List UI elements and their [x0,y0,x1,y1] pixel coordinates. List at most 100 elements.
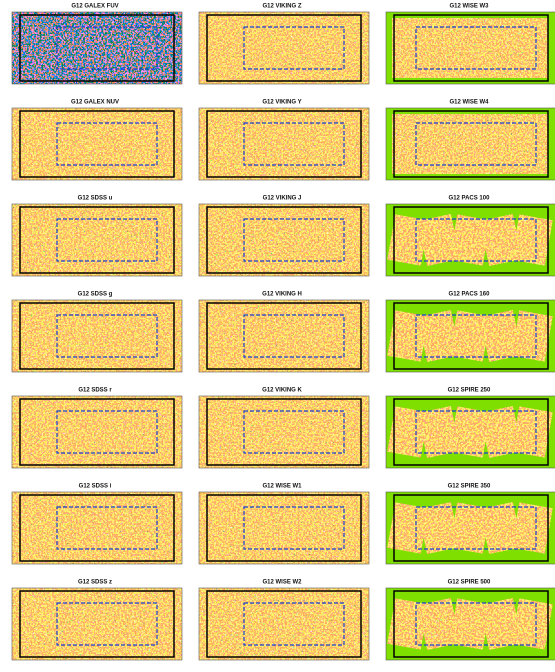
panel: G12 VIKING H [198,292,370,373]
map-image [12,300,182,372]
plot-frame [385,491,555,565]
inner-region [243,26,345,70]
map-tile [417,501,461,555]
inner-region [243,410,345,454]
panel: G12 WISE W2 [198,580,370,661]
map-image [199,588,369,660]
inner-region [415,602,537,646]
panel-title: G12 SDSS g [78,292,113,298]
map-tile [479,501,523,555]
panel: G12 SDSS r [11,388,183,469]
map-tile [417,213,461,267]
panel: G12 VIKING K [198,388,370,469]
map-tile [511,406,553,458]
map-tile [511,502,553,554]
inner-region [415,122,537,166]
plot-frame [198,395,370,469]
inner-region [56,26,158,70]
panel: G12 PACS 160 [385,292,555,373]
inner-region [415,26,537,70]
inner-region [243,506,345,550]
map-image [12,492,182,564]
panel-title: G12 PACS 160 [449,292,491,298]
panel-title: G12 VIKING K [262,388,302,394]
map-tile [417,597,461,651]
inner-region [56,314,158,358]
map-tile [479,309,523,363]
map-image [199,108,369,180]
inner-region [243,218,345,262]
map-tile [479,597,523,651]
panel-title: G12 WISE W1 [262,484,302,490]
map-image [12,396,182,468]
outer-region [393,302,549,370]
inner-region [243,314,345,358]
outer-region [206,494,362,562]
panel: G12 SDSS i [11,484,183,565]
plot-frame [11,11,183,85]
panel: G12 SDSS z [11,580,183,661]
map-image [199,396,369,468]
map-tile [511,214,553,266]
plot-frame [11,491,183,565]
panel-title: G12 VIKING J [263,196,302,202]
panel-title: G12 SDSS i [79,484,112,490]
panel: G12 WISE W1 [198,484,370,565]
map-image [199,12,369,84]
panel-title: G12 GALEX NUV [71,100,119,106]
outer-region [393,590,549,658]
outer-region [206,590,362,658]
map-tile [387,598,429,650]
map-tile [449,502,491,554]
panel: G12 SDSS g [11,292,183,373]
plot-frame [198,491,370,565]
map-image [199,300,369,372]
inner-region [56,410,158,454]
panel: G12 WISE W3 [385,4,555,85]
outer-region [393,14,549,82]
panel: G12 VIKING Z [198,4,370,85]
outer-region [206,398,362,466]
map-image [392,114,548,174]
map-tile [449,598,491,650]
map-image [392,18,548,78]
panel: G12 VIKING J [198,196,370,277]
outer-region [19,590,175,658]
outer-region [393,206,549,274]
map-image [199,492,369,564]
panel: G12 SDSS u [11,196,183,277]
outer-region [206,302,362,370]
outer-region [19,14,175,82]
panel-title: G12 WISE W4 [449,100,489,106]
map-image [199,204,369,276]
panel-title: G12 SPIRE 350 [448,484,491,490]
map-tile [449,406,491,458]
outer-region [206,110,362,178]
panel-title: G12 VIKING Y [262,100,301,106]
inner-region [56,506,158,550]
outer-region [393,110,549,178]
panel: G12 VIKING Y [198,100,370,181]
map-tile [387,310,429,362]
plot-frame [11,299,183,373]
plot-frame [198,11,370,85]
panel-title: G12 SPIRE 250 [448,388,491,394]
panel-title: G12 GALEX FUV [71,4,118,10]
panel: G12 SPIRE 350 [385,484,555,565]
map-image [12,108,182,180]
panel: G12 PACS 100 [385,196,555,277]
panel: G12 SPIRE 250 [385,388,555,469]
outer-region [19,206,175,274]
outer-region [393,398,549,466]
inner-region [56,122,158,166]
panel-title: G12 SDSS r [78,388,112,394]
map-tile [479,213,523,267]
outer-region [19,398,175,466]
map-tile [511,598,553,650]
inner-region [415,410,537,454]
outer-region [19,302,175,370]
map-tile [387,406,429,458]
inner-region [415,218,537,262]
